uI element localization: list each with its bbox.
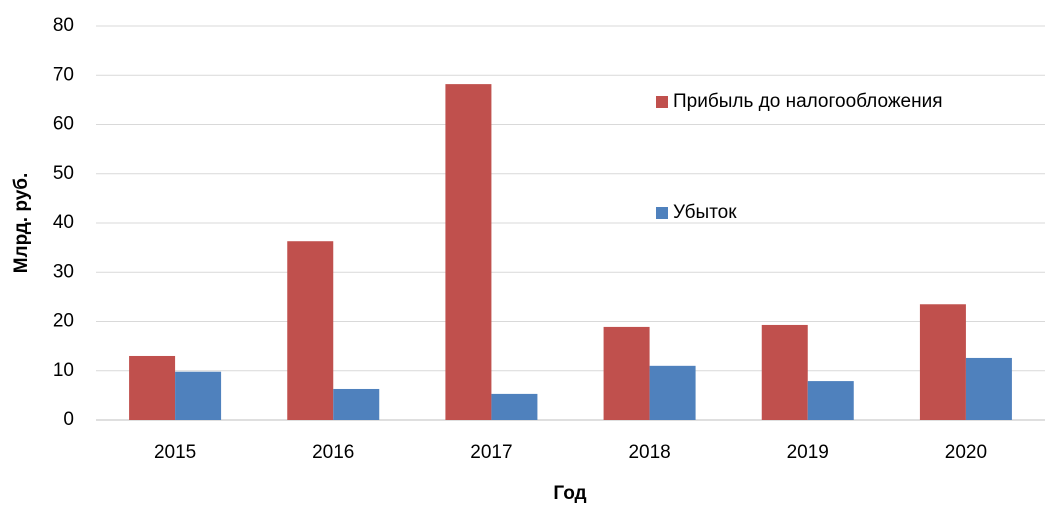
bar <box>603 326 650 420</box>
legend-swatch <box>656 207 668 219</box>
y-tick-label: 70 <box>53 64 74 85</box>
y-axis-label: Млрд. руб. <box>11 173 32 274</box>
y-tick-label: 50 <box>53 163 74 184</box>
bar <box>491 393 538 420</box>
bar <box>649 365 696 420</box>
legend-label: Прибыль до налогообложения <box>673 91 943 112</box>
y-tick-label: 0 <box>63 409 74 430</box>
y-tick-label: 60 <box>53 114 74 135</box>
y-tick-label: 10 <box>53 360 74 381</box>
legend-swatch <box>656 96 668 108</box>
x-tick-label: 2019 <box>787 442 829 463</box>
x-tick-label: 2017 <box>470 442 512 463</box>
y-tick-label: 20 <box>53 311 74 332</box>
bar <box>965 357 1012 420</box>
x-tick-label: 2018 <box>628 442 670 463</box>
bar <box>129 355 176 420</box>
x-tick-label: 2020 <box>945 442 987 463</box>
legend-label: Убыток <box>673 202 737 223</box>
bar <box>333 388 380 420</box>
bar <box>807 381 854 420</box>
bar <box>287 241 334 420</box>
bar <box>919 304 966 420</box>
y-tick-label: 30 <box>53 261 74 282</box>
bar <box>761 324 808 420</box>
y-tick-label: 40 <box>53 212 74 233</box>
y-tick-label: 80 <box>53 15 74 36</box>
bar <box>445 84 492 421</box>
x-tick-label: 2016 <box>312 442 354 463</box>
x-axis-label: Год <box>553 483 586 504</box>
x-tick-label: 2015 <box>154 442 196 463</box>
bar <box>175 371 222 420</box>
